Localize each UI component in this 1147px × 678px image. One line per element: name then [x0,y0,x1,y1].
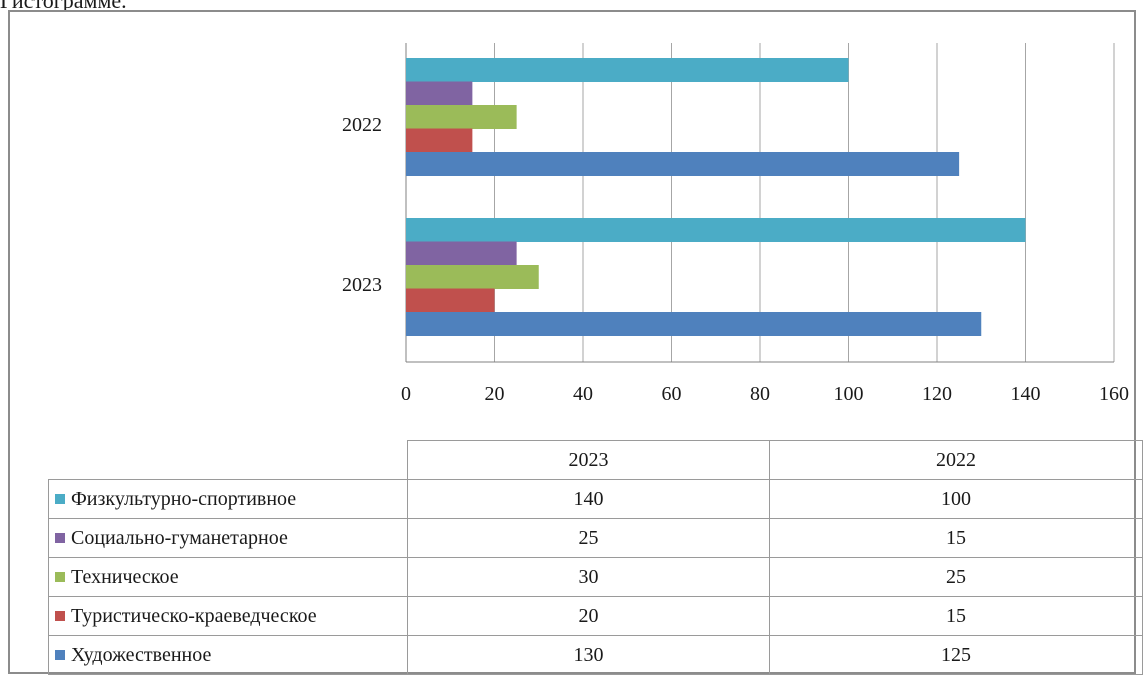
table-cell: 100 [769,479,1143,519]
y-category-label: 2023 [342,274,382,296]
bar [406,288,495,313]
legend-swatch [55,610,65,621]
series-name: Туристическо-краеведческое [48,596,408,636]
x-tick-label: 160 [1099,383,1129,405]
bar-chart: 0 20 40 60 80 100 120 140 160 2022 2023 [342,43,1129,405]
x-tick-label: 40 [573,383,593,405]
bar [406,265,539,289]
bar [406,218,1026,242]
table-col-header: 2022 [769,440,1143,480]
caption: Гистограмме. [0,0,127,13]
table-cell: 140 [407,479,770,519]
table-row: Социально-гуманетарное 25 15 [48,518,1143,558]
table-cell: 25 [407,518,770,558]
bar [406,105,517,129]
series-name: Социально-гуманетарное [48,518,408,558]
table-cell: 30 [407,557,770,597]
table-row: Техническое 30 25 [48,557,1143,597]
legend-swatch [55,649,65,660]
x-tick-label: 60 [662,383,682,405]
table-row: Физкультурно-спортивное 140 100 [48,479,1143,519]
table-row: Художественное 130 125 [48,635,1143,675]
table-cell: 20 [407,596,770,636]
x-tick-label: 100 [834,383,864,405]
chart-frame: 0 20 40 60 80 100 120 140 160 2022 2023 2023 2022 … [8,10,1143,675]
bar [406,81,473,106]
bar [406,152,960,176]
x-tick-label: 20 [485,383,505,405]
series-name: Техническое [48,557,408,597]
table-cell: 15 [769,518,1143,558]
legend-swatch [55,493,65,504]
table-col-header: 2023 [407,440,770,480]
table-cell: 125 [769,635,1143,675]
table-header-row: 2023 2022 [48,440,1143,480]
bar [406,241,517,266]
table-cell: 15 [769,596,1143,636]
bar [406,128,473,153]
series-name: Физкультурно-спортивное [48,479,408,519]
legend-swatch [55,532,65,543]
table-cell: 130 [407,635,770,675]
y-category-label: 2022 [342,114,382,136]
series-name: Художественное [48,635,408,675]
data-table: 2023 2022 Физкультурно-спортивное 140 100 С… [48,440,1143,675]
table-row: Туристическо-краеведческое 20 15 [48,596,1143,636]
x-tick-label: 0 [401,383,411,405]
table-cell: 25 [769,557,1143,597]
x-tick-label: 140 [1011,383,1041,405]
x-tick-label: 120 [922,383,952,405]
bar [406,312,982,336]
legend-swatch [55,571,65,582]
x-tick-label: 80 [750,383,770,405]
bar [406,58,849,82]
table-corner [48,440,408,480]
